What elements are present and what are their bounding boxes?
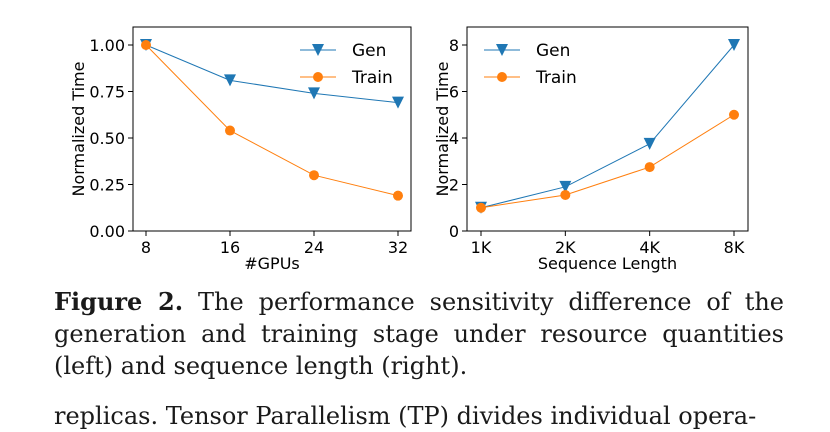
x-tick-label: 1K bbox=[471, 238, 492, 257]
data-point bbox=[224, 74, 236, 87]
y-tick-label: 0.50 bbox=[89, 129, 125, 148]
series-line bbox=[145, 44, 399, 104]
data-point bbox=[393, 190, 403, 201]
body-text: replicas. Tensor Parallelism (TP) divide… bbox=[54, 402, 757, 430]
series-gen bbox=[475, 39, 740, 214]
y-tick-label: 0.00 bbox=[89, 222, 125, 241]
y-tick-label: 0.25 bbox=[89, 176, 125, 195]
data-point bbox=[308, 87, 320, 100]
x-tick-label: 4K bbox=[639, 238, 660, 257]
y-axis-label: Normalized Time bbox=[433, 62, 452, 197]
legend-marker bbox=[313, 72, 323, 82]
series-line bbox=[480, 114, 735, 209]
legend-marker bbox=[496, 44, 508, 56]
data-point bbox=[644, 162, 655, 173]
x-tick-label: 8 bbox=[141, 238, 151, 257]
legend: Gen Train bbox=[300, 41, 393, 88]
data-point bbox=[729, 109, 739, 120]
data-point bbox=[309, 170, 319, 181]
data-point bbox=[643, 137, 656, 150]
data-point bbox=[728, 39, 740, 51]
y-tick-label: 2 bbox=[449, 176, 459, 195]
y-tick-label: 8 bbox=[449, 36, 459, 55]
x-tick-label: 2K bbox=[555, 238, 576, 257]
legend-label: Gen bbox=[536, 41, 570, 61]
legend-label: Train bbox=[351, 68, 393, 88]
caption-text: The performance sensitivity difference o… bbox=[54, 288, 784, 380]
plot-frame bbox=[132, 26, 412, 232]
series-line bbox=[480, 44, 735, 209]
data-point bbox=[141, 40, 151, 50]
figure-2: 0.000.250.500.751.008 16 24 32#GPUsNormaliz… bbox=[69, 26, 749, 273]
data-point bbox=[560, 189, 571, 200]
data-point bbox=[392, 96, 404, 109]
legend-label: Gen bbox=[352, 41, 386, 61]
figure-caption: Figure 2. The performance sensitivity di… bbox=[54, 286, 784, 382]
x-tick-label: 24 bbox=[304, 238, 324, 257]
y-tick-label: 0 bbox=[449, 222, 459, 241]
legend-label: Train bbox=[535, 68, 577, 88]
y-tick-label: 0.75 bbox=[89, 83, 125, 102]
chart-right: 0 2 4 6 8 1K 2K 4K 8K Sequence Length Normalized T… bbox=[433, 26, 749, 273]
x-tick-label: 32 bbox=[388, 238, 408, 257]
data-point bbox=[559, 180, 572, 193]
series-train bbox=[141, 40, 403, 201]
y-tick-label: 4 bbox=[449, 129, 459, 148]
legend-marker bbox=[312, 44, 324, 56]
y-tick-label: 1.00 bbox=[89, 36, 125, 55]
x-tick-label: 8K bbox=[724, 238, 745, 257]
series-train bbox=[476, 109, 739, 213]
chart-left: 0.00 0.25 0.50 0.75 1.00 8 16 24 32 #GPUs Normaliz… bbox=[69, 26, 412, 273]
x-tick-label: 16 bbox=[220, 238, 240, 257]
y-axis-label: Normalized Time bbox=[69, 62, 88, 197]
legend-marker bbox=[497, 72, 507, 82]
x-axis-label: Sequence Length bbox=[538, 254, 677, 273]
y-tick-label: 6 bbox=[449, 83, 459, 102]
series-line bbox=[145, 44, 399, 197]
caption-label: Figure 2. bbox=[54, 287, 184, 316]
data-point bbox=[476, 202, 486, 213]
legend: Gen Train bbox=[484, 41, 577, 88]
plot-frame bbox=[466, 26, 749, 232]
x-axis-label: #GPUs bbox=[244, 254, 300, 273]
data-point bbox=[225, 125, 235, 136]
series-gen bbox=[140, 39, 404, 109]
